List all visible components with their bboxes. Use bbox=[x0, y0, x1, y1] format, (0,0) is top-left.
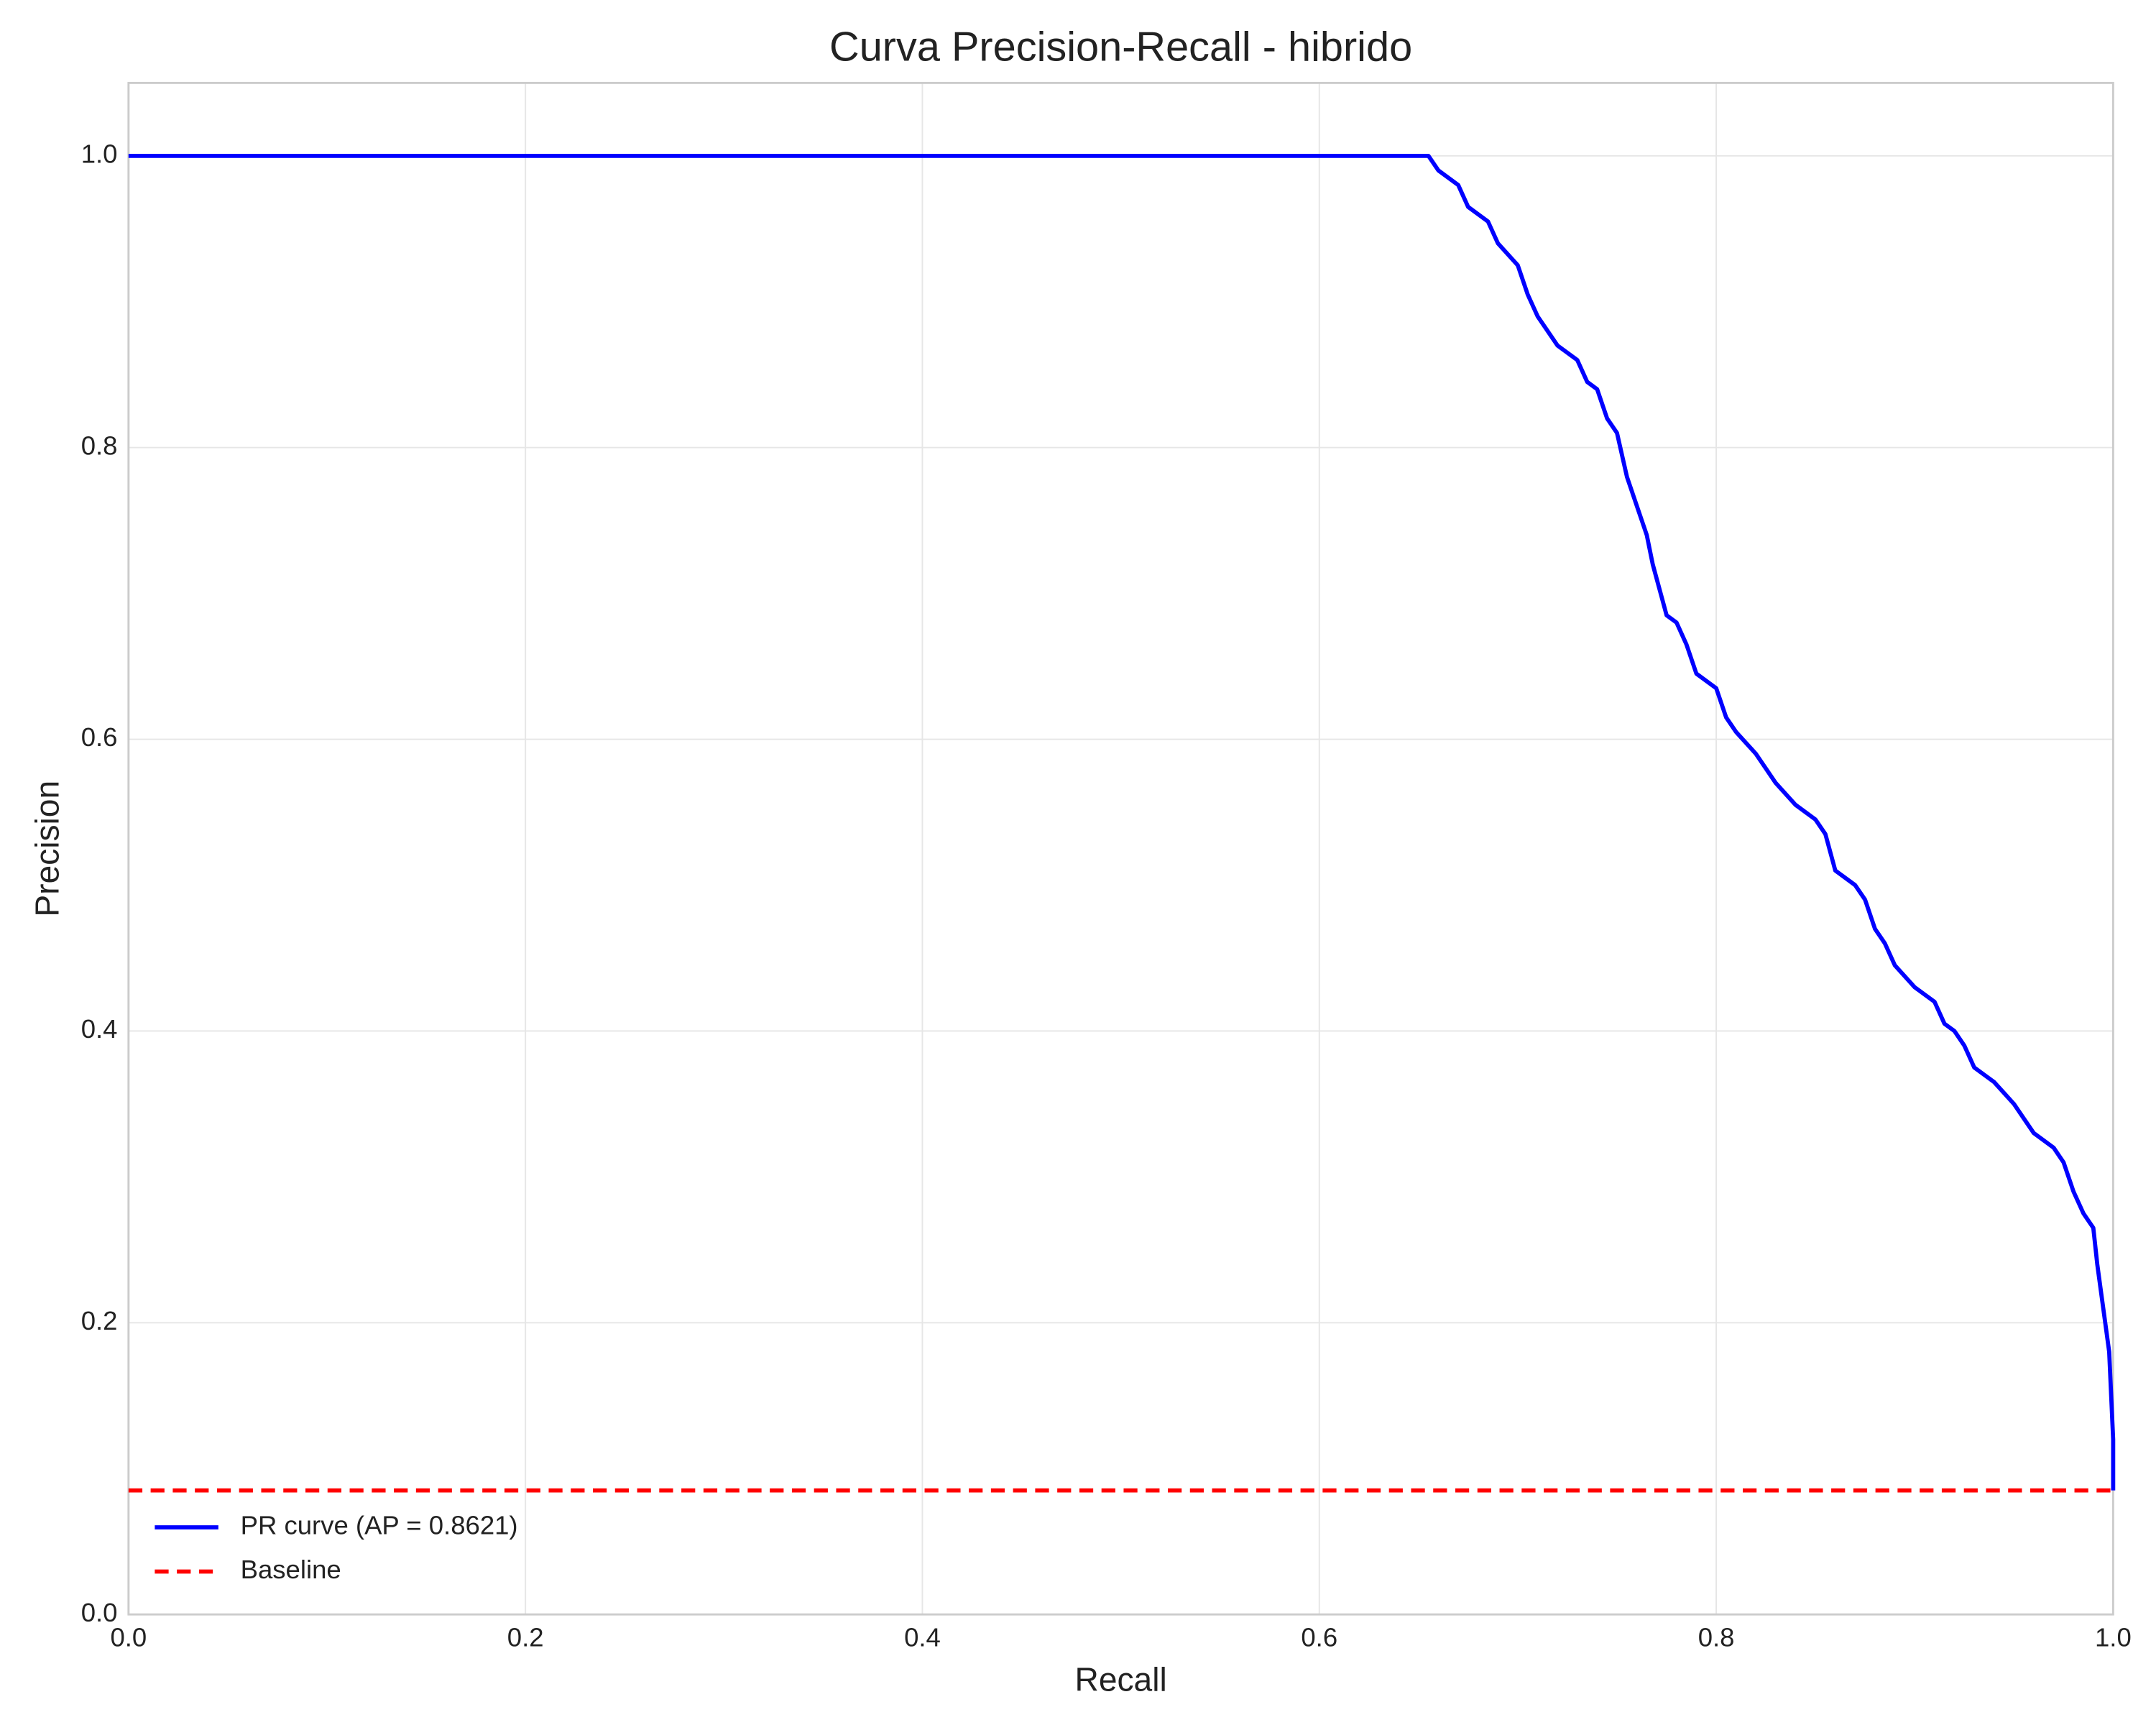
y-tick-label: 0.4 bbox=[81, 1014, 118, 1044]
y-axis-label: Precision bbox=[28, 781, 65, 917]
y-tick-label: 0.0 bbox=[81, 1598, 118, 1627]
x-tick-label: 1.0 bbox=[2095, 1622, 2132, 1652]
y-tick-label: 0.8 bbox=[81, 431, 118, 460]
y-tick-label: 0.6 bbox=[81, 722, 118, 752]
chart-title: Curva Precision-Recall - hibrido bbox=[829, 24, 1412, 70]
y-tick-label: 1.0 bbox=[81, 139, 118, 169]
x-tick-label: 0.0 bbox=[110, 1622, 147, 1652]
x-tick-label: 0.2 bbox=[507, 1622, 544, 1652]
x-tick-label: 0.4 bbox=[904, 1622, 941, 1652]
legend-label: PR curve (AP = 0.8621) bbox=[241, 1511, 518, 1540]
x-tick-label: 0.8 bbox=[1698, 1622, 1735, 1652]
x-axis-label: Recall bbox=[1075, 1661, 1167, 1698]
y-tick-label: 0.2 bbox=[81, 1306, 118, 1335]
x-tick-label: 0.6 bbox=[1301, 1622, 1337, 1652]
plot-frame bbox=[127, 81, 2114, 1616]
legend-label: Baseline bbox=[241, 1555, 341, 1584]
line-series bbox=[128, 153, 2116, 1491]
